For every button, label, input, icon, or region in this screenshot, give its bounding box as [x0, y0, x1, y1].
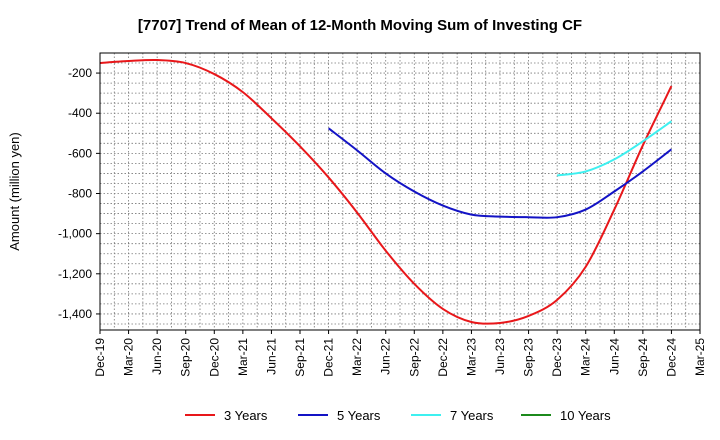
y-axis-ticks: -200 -400 -600 -800 -1,000 -1,200 -1,400: [58, 66, 100, 321]
x-tick-label: Sep-20: [179, 338, 193, 377]
legend-label-5-years: 5 Years: [337, 408, 381, 423]
x-tick-label: Mar-20: [122, 338, 136, 376]
x-tick-label: Dec-23: [550, 338, 564, 377]
series-lines: [99, 58, 673, 325]
x-tick-label: Dec-24: [664, 338, 678, 377]
legend-label-7-years: 7 Years: [450, 408, 494, 423]
series-line-7-years: [557, 120, 673, 177]
x-tick-label: Dec-19: [93, 338, 107, 377]
legend: 3 Years 5 Years 7 Years 10 Years: [185, 408, 611, 423]
legend-label-3-years: 3 Years: [224, 408, 268, 423]
x-tick-label: Sep-22: [407, 338, 421, 377]
y-axis-label: Amount (million yen): [7, 132, 22, 251]
x-tick-label: Mar-21: [236, 338, 250, 376]
x-tick-label: Sep-21: [293, 338, 307, 377]
x-tick-label: Mar-24: [579, 338, 593, 376]
x-tick-label: Mar-22: [350, 338, 364, 376]
y-tick-label: -1,000: [58, 227, 92, 241]
series-line-3-years: [99, 58, 673, 325]
x-tick-label: Dec-22: [436, 338, 450, 377]
y-tick-label: -400: [68, 106, 92, 120]
x-axis-ticks: Dec-19 Mar-20 Jun-20 Sep-20 Dec-20 Mar-21 Jun-…: [93, 330, 707, 377]
y-tick-label: -1,400: [58, 307, 92, 321]
x-tick-label: Mar-25: [693, 338, 707, 376]
series-line-5-years: [327, 127, 673, 219]
x-tick-label: Sep-23: [522, 338, 536, 377]
x-tick-label: Sep-24: [636, 338, 650, 377]
y-tick-label: -1,200: [58, 267, 92, 281]
x-tick-label: Jun-20: [150, 338, 164, 375]
y-tick-label: -800: [68, 187, 92, 201]
x-tick-label: Jun-21: [264, 338, 278, 375]
y-tick-label: -200: [68, 66, 92, 80]
x-tick-label: Dec-20: [207, 338, 221, 377]
x-tick-label: Dec-21: [322, 338, 336, 377]
plot-area-frame: [99, 52, 701, 331]
y-tick-label: -600: [68, 146, 92, 160]
chart-title: [7707] Trend of Mean of 12-Month Moving …: [138, 17, 582, 34]
x-tick-label: Mar-23: [464, 338, 478, 376]
grid: [99, 53, 701, 330]
x-tick-label: Jun-22: [379, 338, 393, 375]
x-tick-label: Jun-23: [493, 338, 507, 375]
x-tick-label: Jun-24: [607, 338, 621, 375]
legend-label-10-years: 10 Years: [560, 408, 611, 423]
